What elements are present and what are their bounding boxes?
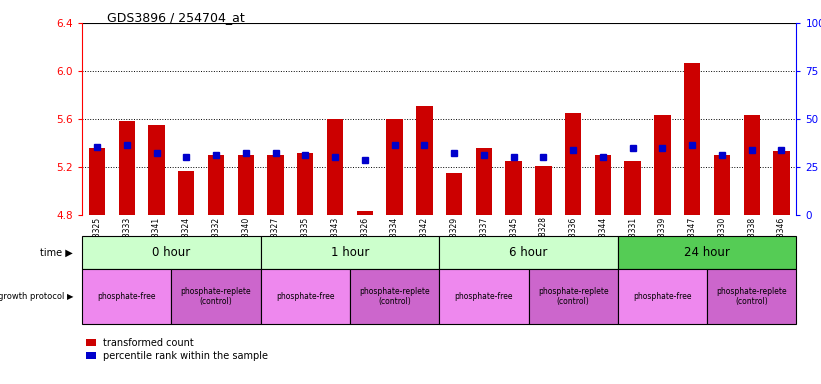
Bar — [297, 152, 314, 215]
Text: phosphate-free: phosphate-free — [633, 292, 692, 301]
Text: phosphate-replete
(control): phosphate-replete (control) — [360, 287, 430, 306]
Bar — [618, 236, 796, 269]
Text: 6 hour: 6 hour — [509, 246, 548, 259]
Text: phosphate-replete
(control): phosphate-replete (control) — [538, 287, 608, 306]
Bar — [350, 269, 439, 324]
Bar — [89, 148, 105, 215]
Bar — [506, 161, 522, 215]
Bar — [261, 236, 439, 269]
Bar — [268, 155, 284, 215]
Bar — [707, 269, 796, 324]
Bar — [82, 236, 261, 269]
Text: time ▶: time ▶ — [40, 247, 73, 258]
Bar — [446, 173, 462, 215]
Bar — [149, 125, 165, 215]
Text: phosphate-replete
(control): phosphate-replete (control) — [717, 287, 787, 306]
Bar — [475, 148, 492, 215]
Bar — [594, 155, 611, 215]
Bar — [118, 121, 135, 215]
Bar — [654, 116, 671, 215]
Bar — [439, 269, 529, 324]
Bar — [625, 161, 641, 215]
Bar — [208, 155, 224, 215]
Bar — [356, 212, 373, 215]
Bar — [565, 113, 581, 215]
Text: phosphate-free: phosphate-free — [276, 292, 335, 301]
Bar — [237, 155, 254, 215]
Bar — [535, 166, 552, 215]
Legend: transformed count, percentile rank within the sample: transformed count, percentile rank withi… — [82, 334, 273, 365]
Text: phosphate-replete
(control): phosphate-replete (control) — [181, 287, 251, 306]
Text: phosphate-free: phosphate-free — [455, 292, 513, 301]
Bar — [773, 151, 790, 215]
Bar — [416, 106, 433, 215]
Text: phosphate-free: phosphate-free — [98, 292, 156, 301]
Bar — [618, 269, 707, 324]
Text: 1 hour: 1 hour — [331, 246, 369, 259]
Bar — [713, 155, 730, 215]
Text: GDS3896 / 254704_at: GDS3896 / 254704_at — [107, 12, 245, 25]
Bar — [178, 170, 195, 215]
Bar — [439, 236, 618, 269]
Bar — [172, 269, 261, 324]
Text: growth protocol ▶: growth protocol ▶ — [0, 292, 73, 301]
Bar — [529, 269, 618, 324]
Bar — [744, 116, 760, 215]
Bar — [261, 269, 350, 324]
Text: 0 hour: 0 hour — [152, 246, 190, 259]
Bar — [387, 119, 403, 215]
Bar — [327, 119, 343, 215]
Bar — [82, 269, 172, 324]
Text: 24 hour: 24 hour — [684, 246, 730, 259]
Bar — [684, 63, 700, 215]
